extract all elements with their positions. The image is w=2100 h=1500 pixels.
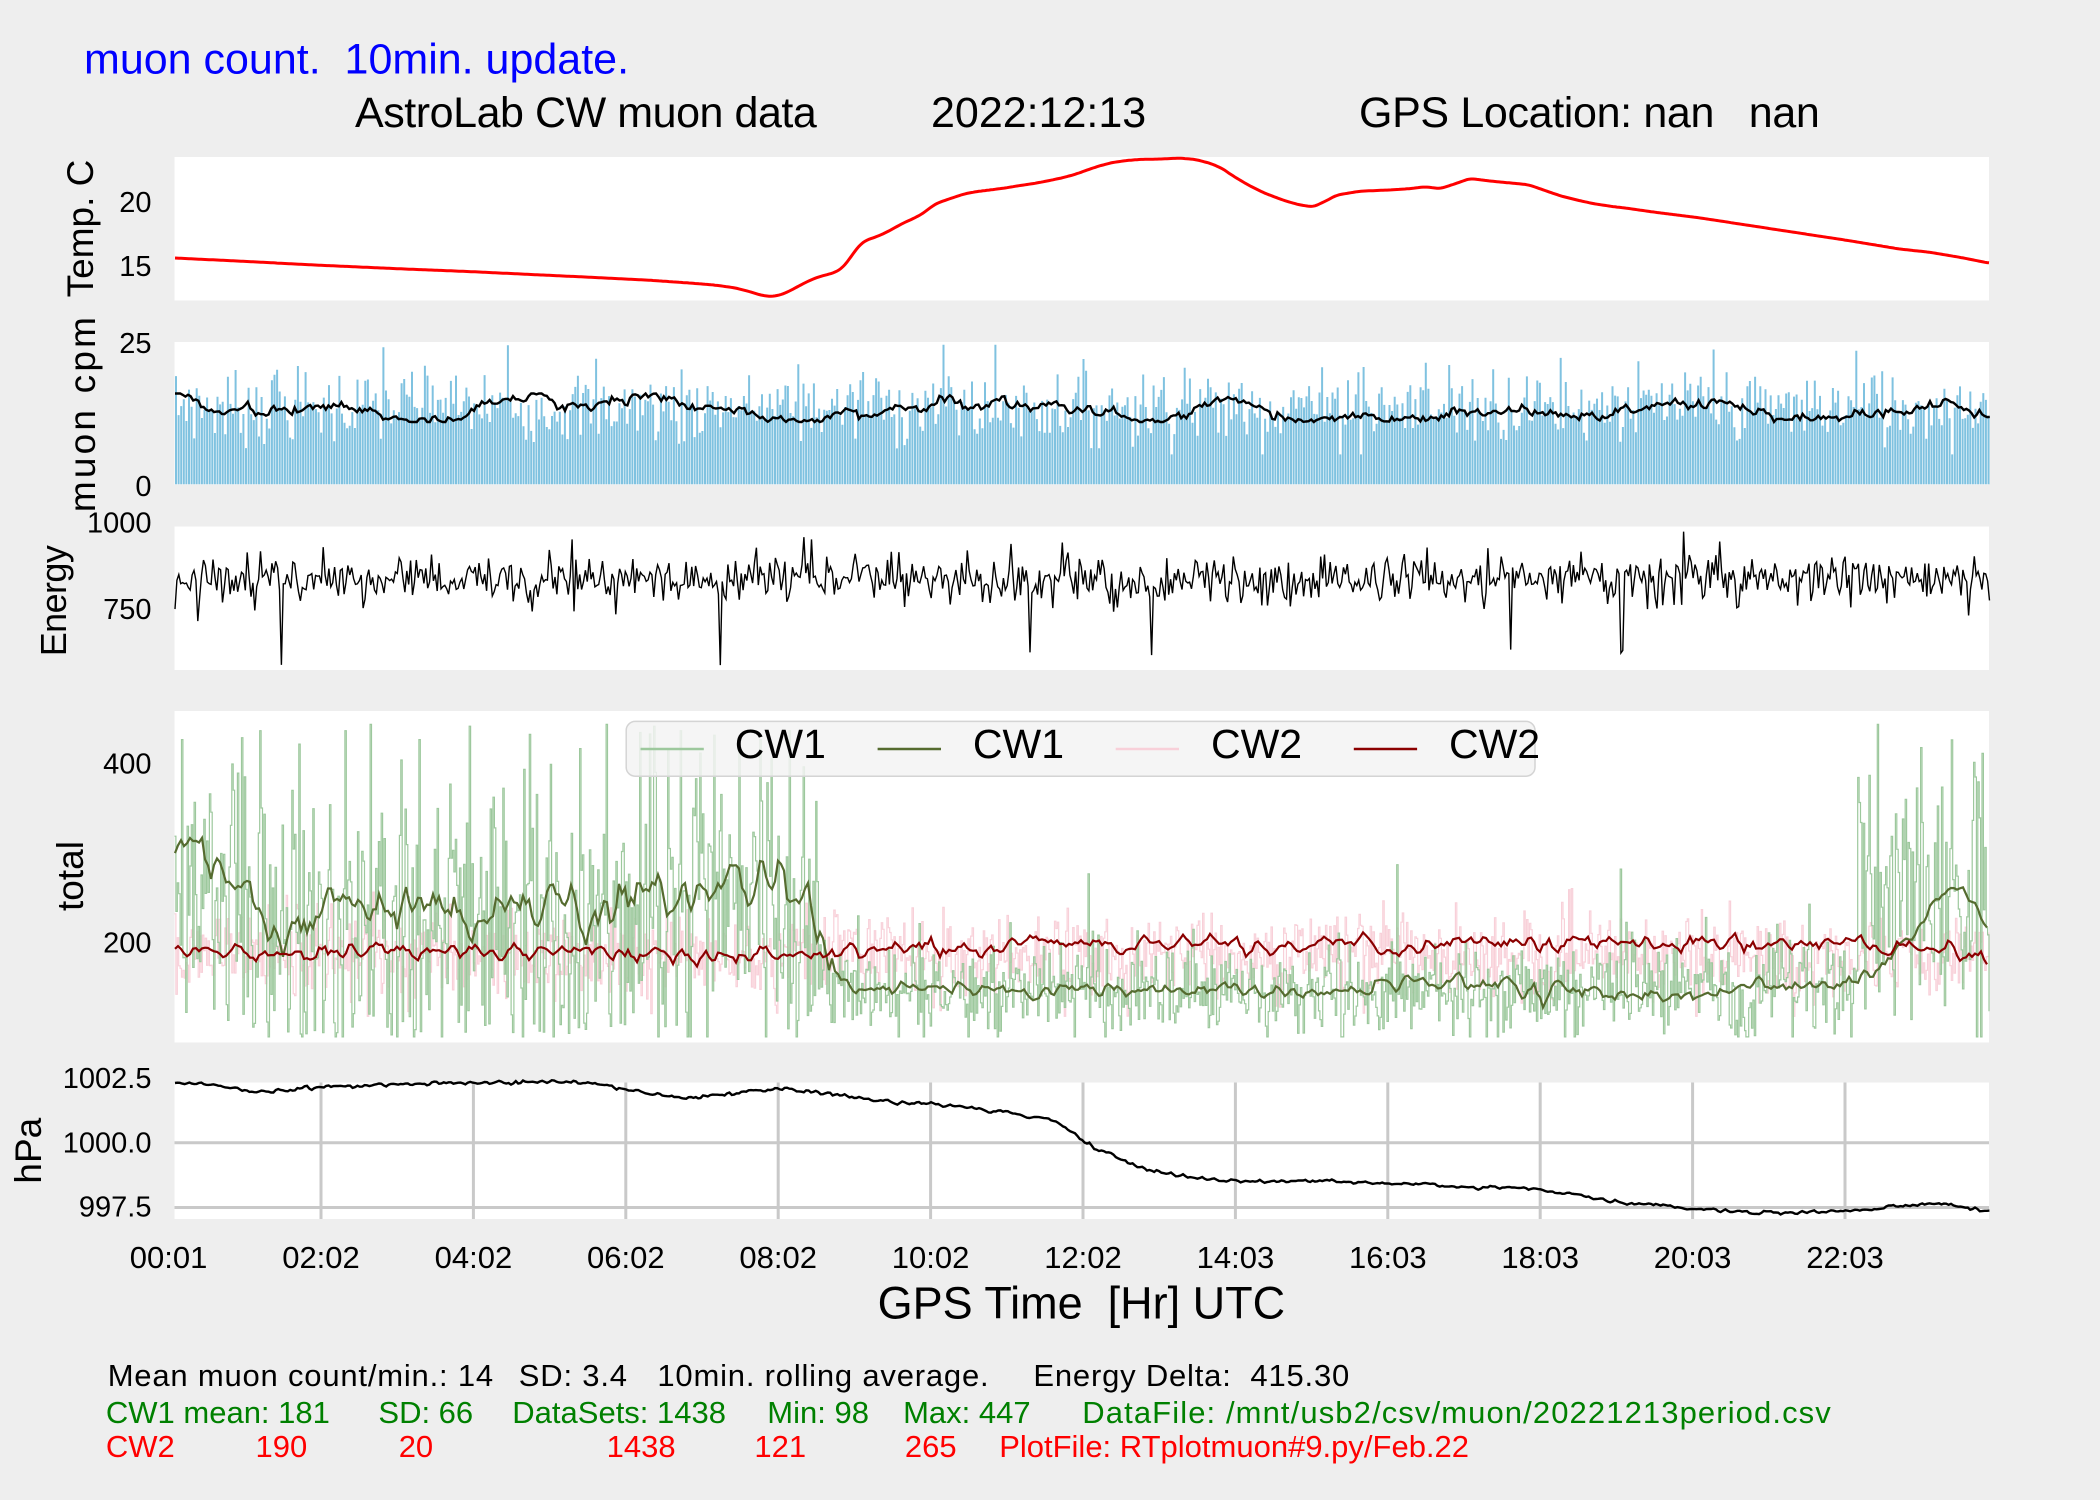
svg-text:GPS Location: nan nan: GPS Location: nan nan [1359, 89, 1820, 137]
svg-text:10min. rolling average.: 10min. rolling average. [657, 1358, 989, 1393]
svg-text:hPa: hPa [8, 1117, 49, 1183]
svg-text:muon count. 10min. update.: muon count. 10min. update. [84, 35, 629, 83]
svg-text:muon cpm: muon cpm [62, 314, 103, 512]
svg-text:AstroLab CW muon data: AstroLab CW muon data [355, 89, 817, 137]
svg-text:CW2: CW2 [106, 1429, 175, 1464]
svg-text:Energy Delta: 415.30: Energy Delta: 415.30 [1033, 1358, 1350, 1393]
svg-text:121: 121 [754, 1429, 806, 1464]
svg-text:750: 750 [103, 594, 151, 626]
svg-text:2022:12:13: 2022:12:13 [931, 89, 1146, 137]
svg-text:08:02: 08:02 [739, 1240, 817, 1275]
svg-text:16:03: 16:03 [1349, 1240, 1427, 1275]
svg-text:18:03: 18:03 [1501, 1240, 1579, 1275]
svg-text:1000: 1000 [87, 508, 152, 540]
svg-text:1002.5: 1002.5 [63, 1063, 152, 1095]
svg-text:SD: 66: SD: 66 [378, 1395, 473, 1430]
svg-text:15: 15 [119, 251, 151, 283]
svg-text:CW1: CW1 [735, 721, 826, 767]
svg-text:CW1 mean: 181: CW1 mean: 181 [106, 1395, 330, 1430]
svg-text:Energy: Energy [33, 545, 74, 656]
svg-text:1438: 1438 [607, 1429, 676, 1464]
svg-text:190: 190 [256, 1429, 308, 1464]
svg-text:DataSets: 1438: DataSets: 1438 [512, 1395, 726, 1430]
svg-text:200: 200 [103, 928, 151, 960]
svg-text:20: 20 [119, 187, 151, 219]
svg-text:1000.0: 1000.0 [63, 1127, 152, 1159]
svg-text:20:03: 20:03 [1654, 1240, 1732, 1275]
svg-text:PlotFile: RTplotmuon#9.py/Feb.: PlotFile: RTplotmuon#9.py/Feb.22 [999, 1429, 1469, 1464]
svg-text:10:02: 10:02 [892, 1240, 970, 1275]
svg-text:DataFile: /mnt/usb2/csv/muon/2: DataFile: /mnt/usb2/csv/muon/20221213per… [1082, 1395, 1832, 1430]
svg-text:12:02: 12:02 [1044, 1240, 1122, 1275]
svg-text:14:03: 14:03 [1197, 1240, 1275, 1275]
svg-text:total: total [50, 841, 91, 911]
svg-text:265: 265 [905, 1429, 957, 1464]
svg-text:00:01: 00:01 [130, 1240, 208, 1275]
svg-text:20: 20 [399, 1429, 433, 1464]
svg-text:22:03: 22:03 [1806, 1240, 1884, 1275]
svg-text:04:02: 04:02 [435, 1240, 513, 1275]
svg-text:0: 0 [135, 471, 151, 503]
svg-text:CW2: CW2 [1211, 721, 1302, 767]
svg-text:02:02: 02:02 [282, 1240, 360, 1275]
svg-text:997.5: 997.5 [79, 1192, 152, 1224]
svg-text:CW1: CW1 [973, 721, 1064, 767]
svg-text:SD: 3.4: SD: 3.4 [519, 1358, 628, 1393]
svg-text:Min: 98: Min: 98 [767, 1395, 869, 1430]
svg-text:400: 400 [103, 749, 151, 781]
svg-text:Max: 447: Max: 447 [903, 1395, 1031, 1430]
svg-text:CW2: CW2 [1449, 721, 1540, 767]
svg-text:GPS Time [Hr] UTC: GPS Time [Hr] UTC [878, 1278, 1286, 1329]
svg-text:06:02: 06:02 [587, 1240, 665, 1275]
svg-text:Mean muon count/min.: 14: Mean muon count/min.: 14 [108, 1358, 494, 1393]
svg-text:Temp. C: Temp. C [60, 160, 101, 298]
svg-text:25: 25 [119, 328, 151, 360]
